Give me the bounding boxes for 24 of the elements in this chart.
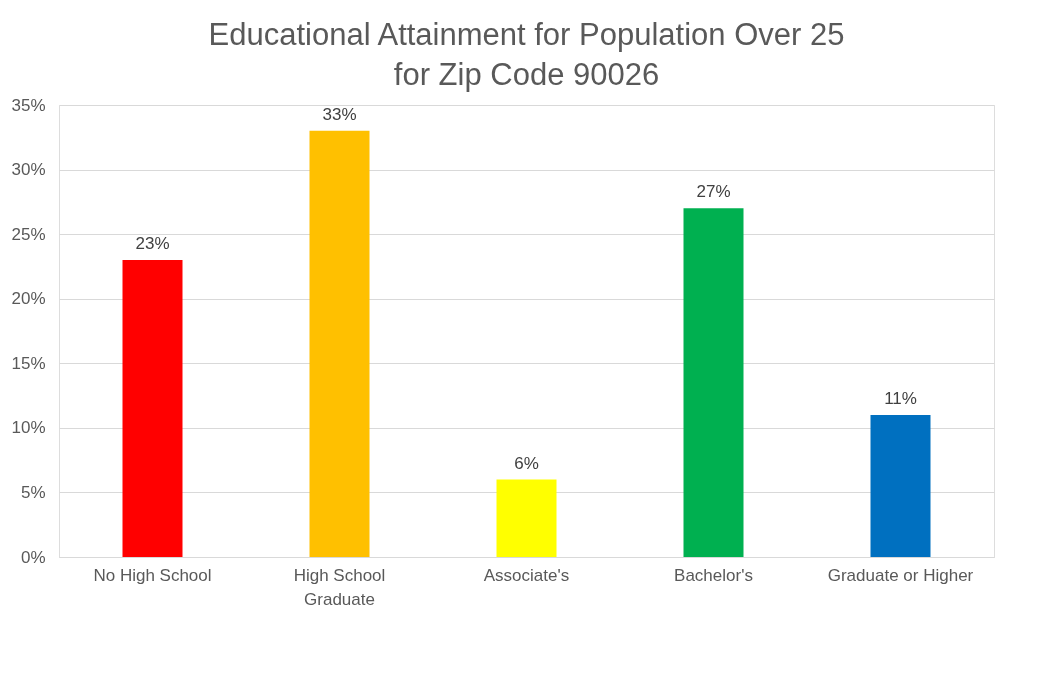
y-tick-label: 25% xyxy=(11,224,46,244)
x-tick-label: Associate's xyxy=(483,565,570,585)
bar xyxy=(870,414,931,557)
data-label: 27% xyxy=(696,182,731,202)
x-tick-label: Graduate or Higher xyxy=(827,565,974,585)
x-tick-label: No High School xyxy=(93,565,212,585)
x-tick-label: High School Graduate xyxy=(293,565,386,609)
y-tick-label: 10% xyxy=(11,418,46,438)
data-label: 11% xyxy=(884,388,917,408)
data-label: 23% xyxy=(135,233,170,253)
x-tick-label: Bachelor's xyxy=(674,565,753,585)
chart-title: Educational Attainment for Population Over 25 for Zip Code 90026 xyxy=(208,17,845,92)
y-tick-label: 0% xyxy=(20,547,46,567)
y-tick-label: 35% xyxy=(11,95,46,115)
data-label: 33% xyxy=(322,104,357,124)
y-tick-label: 5% xyxy=(20,482,46,502)
bar xyxy=(122,259,183,557)
bar xyxy=(683,208,744,557)
data-label: 6% xyxy=(514,453,539,473)
y-tick-label: 15% xyxy=(11,353,46,373)
y-tick-label: 30% xyxy=(11,160,46,180)
bar xyxy=(496,479,557,557)
y-tick-label: 20% xyxy=(11,289,46,309)
bar xyxy=(309,130,370,557)
